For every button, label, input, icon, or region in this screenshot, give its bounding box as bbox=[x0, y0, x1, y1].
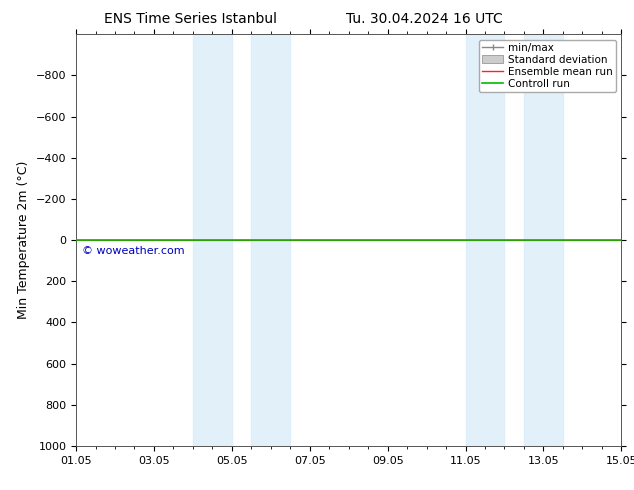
Bar bbox=[524, 34, 563, 446]
Legend: min/max, Standard deviation, Ensemble mean run, Controll run: min/max, Standard deviation, Ensemble me… bbox=[479, 40, 616, 92]
Text: © woweather.com: © woweather.com bbox=[82, 246, 184, 256]
Bar bbox=[193, 34, 232, 446]
Y-axis label: Min Temperature 2m (°C): Min Temperature 2m (°C) bbox=[17, 161, 30, 319]
Bar bbox=[465, 34, 505, 446]
Bar bbox=[251, 34, 290, 446]
Text: ENS Time Series Istanbul: ENS Time Series Istanbul bbox=[104, 12, 276, 26]
Text: Tu. 30.04.2024 16 UTC: Tu. 30.04.2024 16 UTC bbox=[346, 12, 503, 26]
